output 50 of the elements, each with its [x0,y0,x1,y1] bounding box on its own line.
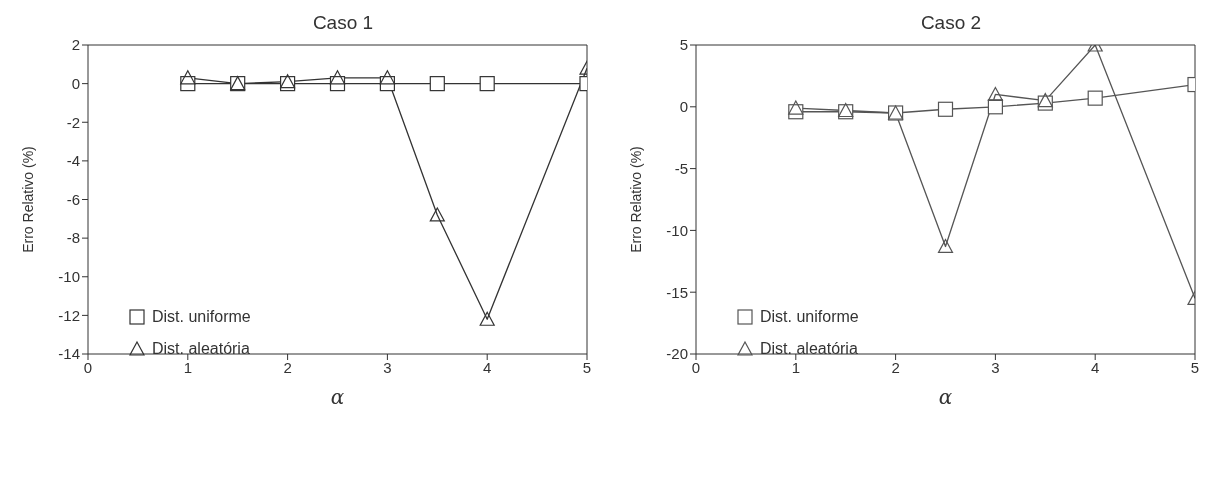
y-tick-label: -6 [66,190,80,208]
legend-label: Dist. aleatória [760,340,858,358]
x-tick-label: 4 [1091,358,1100,376]
point [987,86,1003,102]
y-tick-label: -5 [674,159,688,177]
point [429,207,445,222]
x-tick-label: 3 [991,358,1000,376]
legend-label: Dist. uniforme [152,308,251,326]
x-tick-label: 1 [183,358,192,376]
point [479,76,495,92]
point [379,70,395,85]
y-tick-label: -14 [58,345,80,363]
x-tick-label: 0 [83,358,93,376]
point [987,99,1003,115]
x-tick-label: 1 [791,358,800,376]
point [937,101,954,117]
x-axis-title: α [938,385,953,409]
y-tick-label: -8 [66,229,80,247]
point [329,70,346,85]
x-tick-label: 4 [483,358,492,376]
point [180,70,196,85]
y-tick-label: -10 [666,221,688,239]
chart-title: Caso 1 [311,12,375,34]
y-tick-label: -4 [66,152,80,170]
y-tick-label: -20 [666,345,688,363]
x-tick-label: 5 [582,358,592,376]
point [937,238,954,254]
y-tick-label: -15 [666,283,688,301]
x-axis-title: α [330,385,345,409]
legend-label: Dist. uniforme [760,308,859,326]
x-tick-label: 0 [691,358,701,376]
y-tick-label: -2 [66,113,80,131]
x-tick-label: 5 [1190,358,1200,376]
y-tick-label: -10 [58,268,80,286]
y-tick-label: 0 [71,74,80,92]
y-tick-label: 5 [679,36,688,54]
x-tick-label: 3 [383,358,392,376]
point [1087,90,1103,106]
point [788,100,804,115]
y-axis-title: Erro Relativo (%) [19,146,36,253]
legend-label: Dist. aleatória [152,340,250,358]
y-tick-label: -12 [58,306,80,324]
chart-title: Caso 2 [919,12,983,34]
x-tick-label: 2 [283,358,292,376]
y-tick-label: 0 [679,98,688,116]
point [479,311,495,326]
y-tick-label: 2 [71,36,80,54]
point [429,76,445,92]
y-axis-title: Erro Relativo (%) [627,146,644,253]
x-tick-label: 2 [891,358,900,376]
